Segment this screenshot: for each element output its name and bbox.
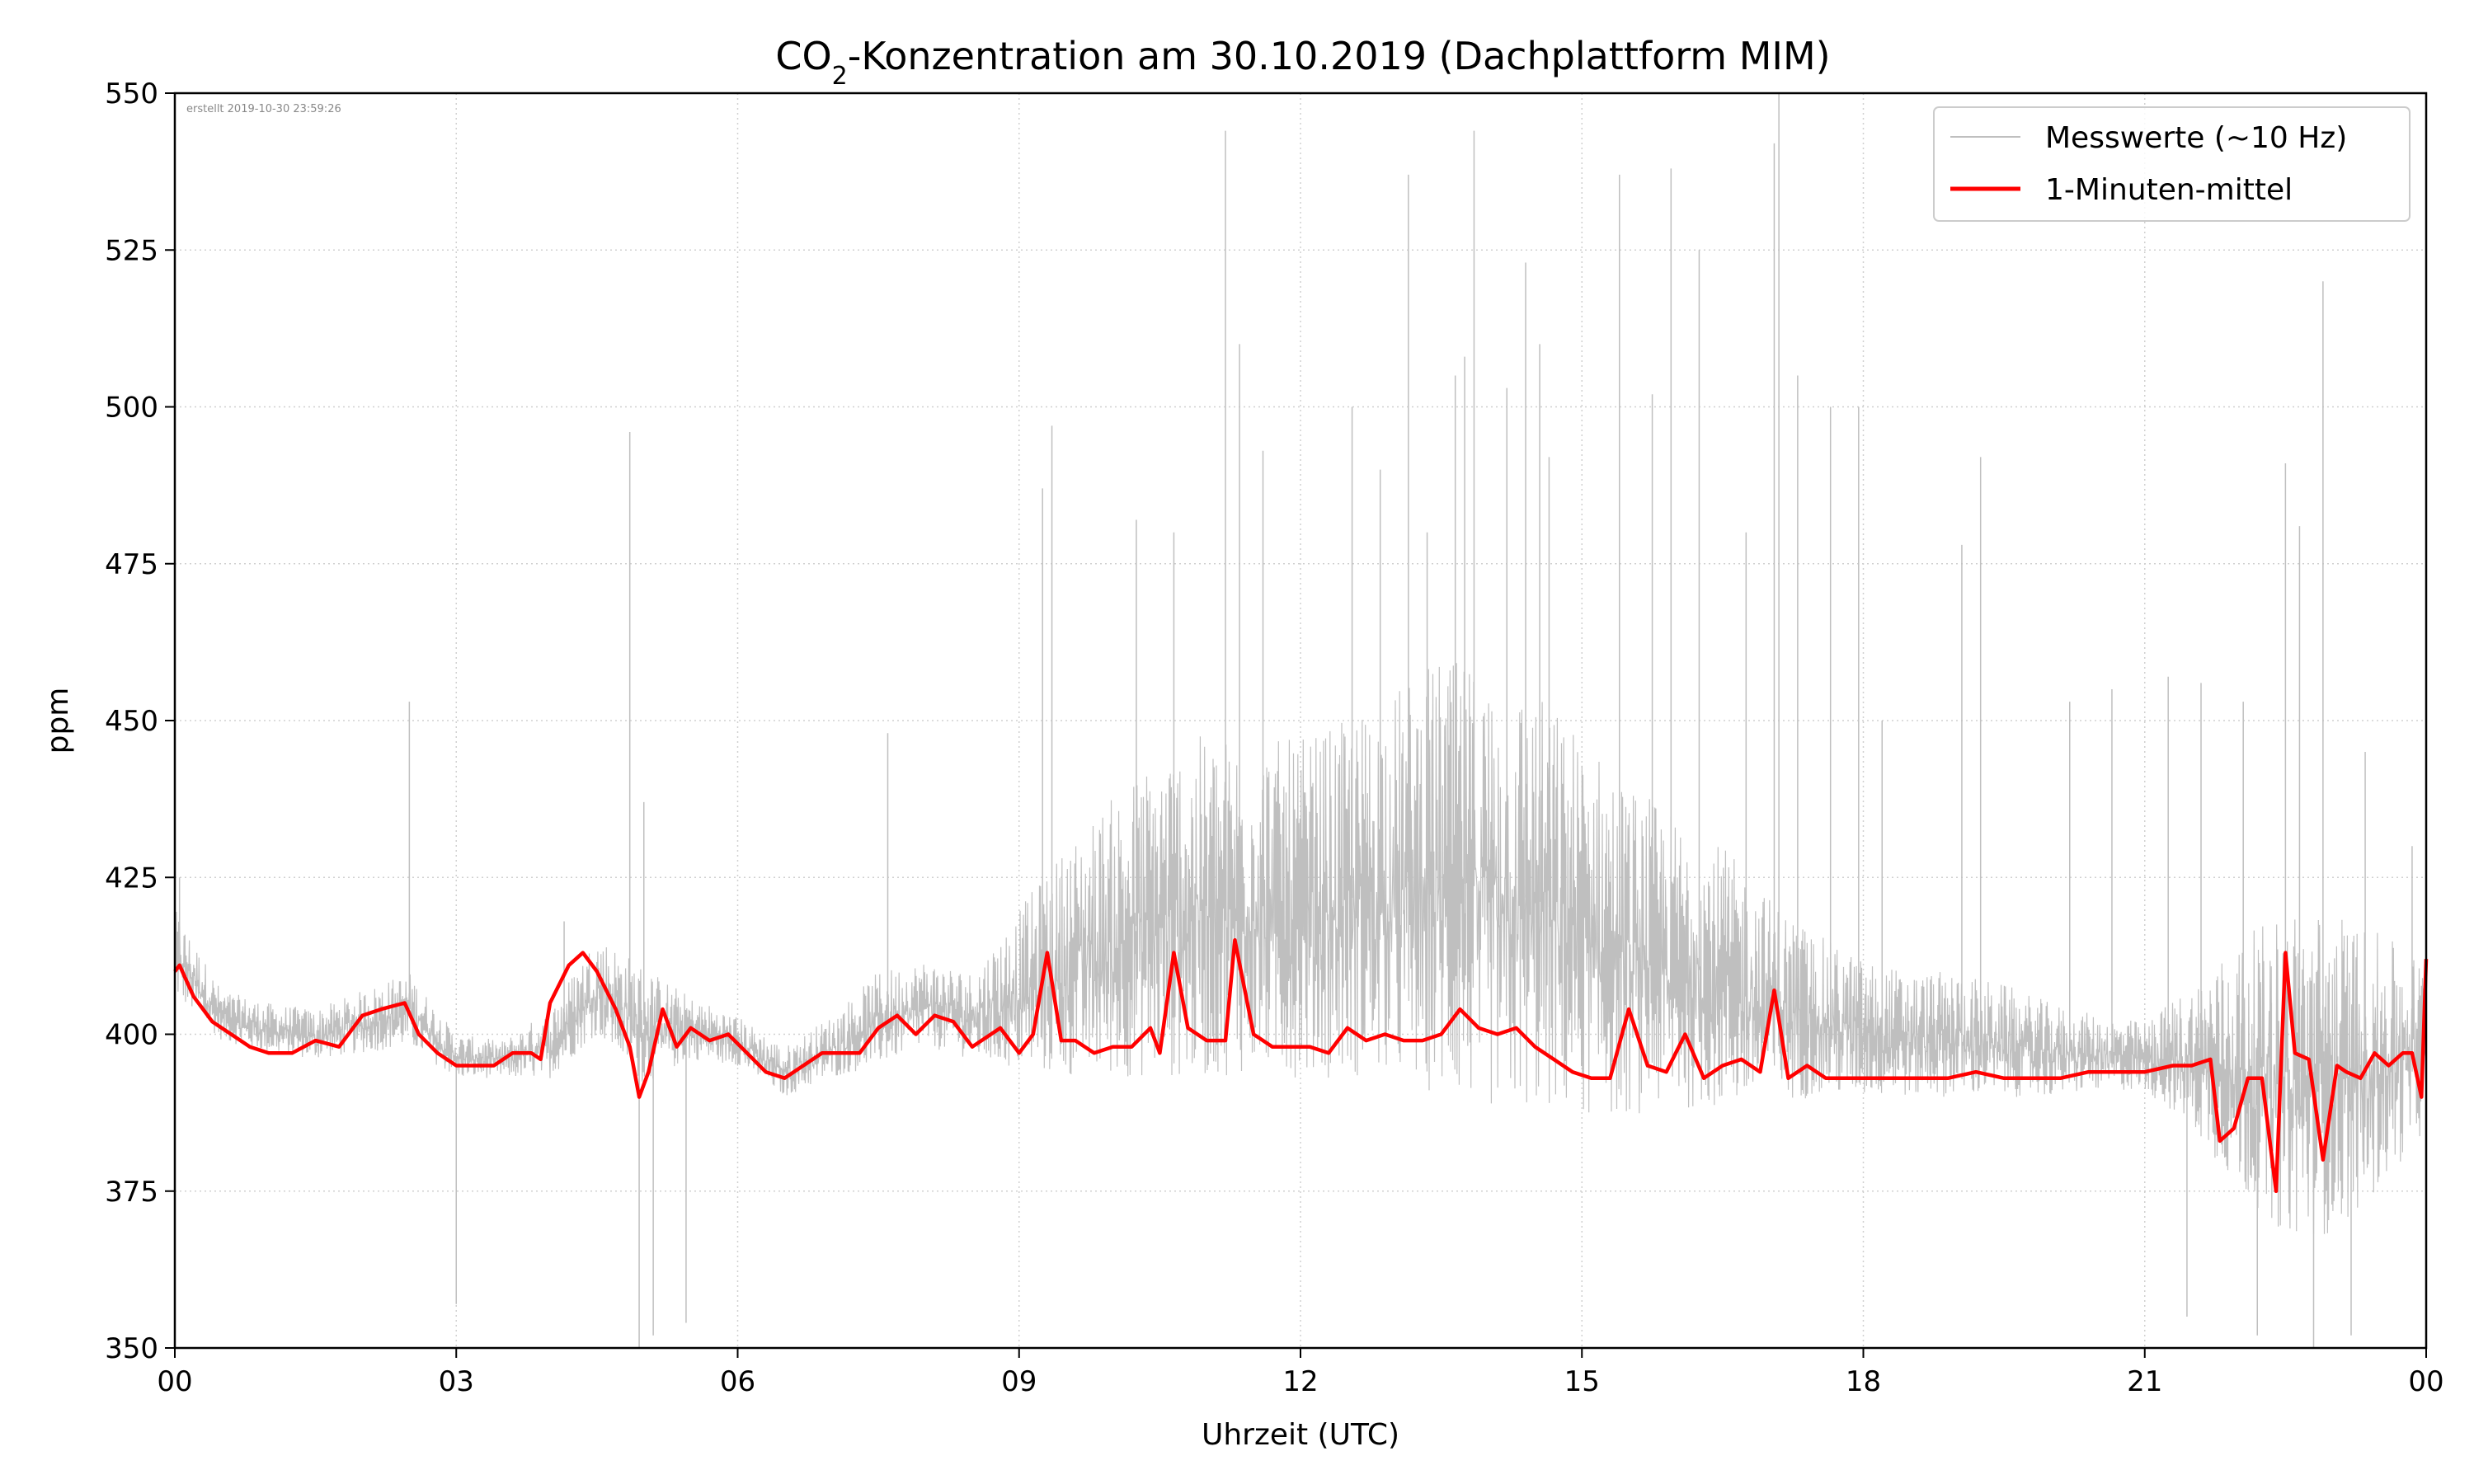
creation-stamp: erstellt 2019-10-30 23:59:26: [186, 103, 341, 115]
x-tick-label: 12: [1282, 1365, 1318, 1398]
y-tick-label: 525: [105, 234, 158, 267]
y-tick-label: 550: [105, 77, 158, 110]
x-tick-label: 15: [1564, 1365, 1600, 1398]
y-tick-label: 500: [105, 392, 158, 425]
legend: Messwerte (~10 Hz) 1-Minuten-mittel: [1933, 106, 2411, 222]
x-tick-label: 18: [1846, 1365, 1881, 1398]
x-axis-title: Uhrzeit (UTC): [1202, 1418, 1399, 1452]
y-tick-label: 375: [105, 1176, 158, 1209]
x-tick-label: 21: [2127, 1365, 2162, 1398]
mittel-line: [173, 938, 2429, 1194]
y-tick-label: 475: [105, 548, 158, 581]
legend-label-1-minuten-mittel: 1-Minuten-mittel: [2045, 173, 2293, 207]
x-tick-label: 06: [720, 1365, 755, 1398]
x-tick-label: 00: [2408, 1365, 2443, 1398]
x-tick-label: 00: [157, 1365, 192, 1398]
y-axis-title: ppm: [41, 688, 75, 754]
x-tick-label: 09: [1001, 1365, 1037, 1398]
legend-label-messwerte: Messwerte (~10 Hz): [2045, 121, 2347, 155]
chart-title: CO2-Konzentration am 30.10.2019 (Dachpla…: [775, 34, 1830, 91]
messwerte-line: [174, 663, 2427, 1235]
y-tick-label: 350: [105, 1332, 158, 1365]
y-tick-label: 400: [105, 1019, 158, 1052]
y-tick-label: 425: [105, 862, 158, 895]
x-tick-label: 03: [439, 1365, 474, 1398]
series-1-minuten-mittel: [173, 938, 2429, 1194]
series-messwerte: [174, 93, 2427, 1348]
y-tick-label: 450: [105, 705, 158, 738]
axis-ticks: 00 03 06 09 12 15 18 21 003503754004254504755005…: [105, 77, 2444, 1398]
legend-box: [1933, 106, 2411, 222]
